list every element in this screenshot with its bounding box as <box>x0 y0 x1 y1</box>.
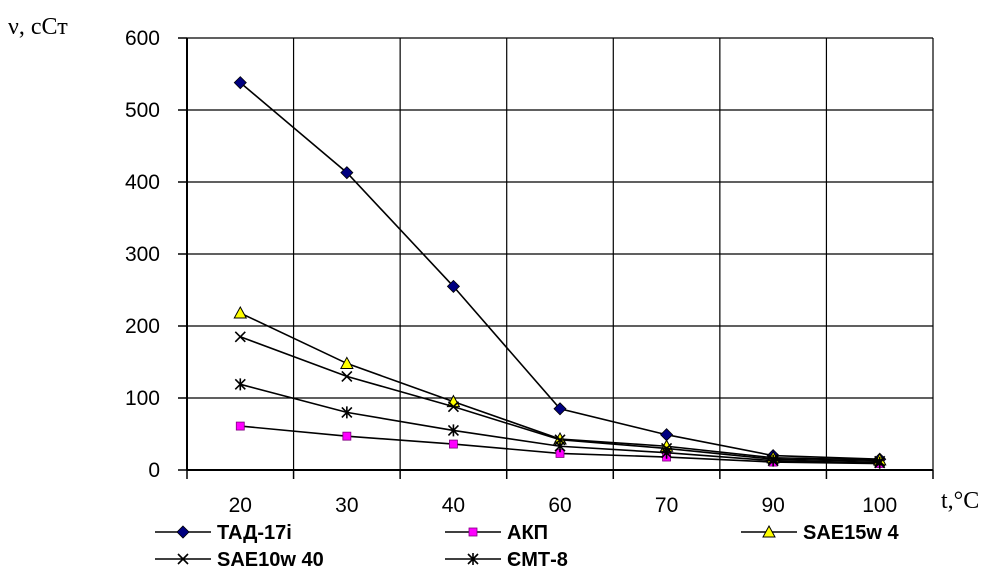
legend-label: ТАД-17і <box>217 522 292 544</box>
y-tick-labels: 0 100 200 300 400 500 600 <box>125 27 160 482</box>
data-point <box>234 378 246 391</box>
data-point <box>233 305 248 319</box>
data-point <box>340 356 354 369</box>
x-tick-label: 30 <box>335 494 358 517</box>
legend: ТАД-17і АКП SAE15w 4 SAE10w 40 ЄМТ-8 <box>155 522 899 571</box>
data-point <box>341 370 353 382</box>
data-point <box>554 440 566 453</box>
data-point <box>661 446 673 459</box>
x-tick-label: 100 <box>862 494 897 517</box>
data-point <box>234 331 246 343</box>
y-tick-label: 600 <box>125 27 160 50</box>
x-tick-label: 60 <box>548 494 571 517</box>
data-point <box>233 76 247 90</box>
legend-marker <box>762 524 776 538</box>
legend-marker <box>177 553 189 565</box>
x-tick-label: 20 <box>229 494 252 517</box>
x-tick-labels: 20 30 40 60 70 90 100 <box>229 494 898 517</box>
y-tick-label: 500 <box>125 99 160 122</box>
y-tick-label: 100 <box>125 387 160 410</box>
data-point <box>553 402 567 416</box>
data-point <box>446 279 460 293</box>
legend-label: SAE15w 4 <box>803 522 899 544</box>
y-axis-title: ν, сСт <box>8 14 68 40</box>
grid <box>187 37 934 470</box>
data-point <box>874 456 886 469</box>
y-tick-label: 300 <box>125 243 160 266</box>
data-point <box>447 401 459 413</box>
legend-marker <box>176 525 190 539</box>
y-tick-label: 400 <box>125 171 160 194</box>
data-point <box>767 454 779 467</box>
legend-marker <box>468 527 478 537</box>
x-tick-label: 90 <box>761 494 784 517</box>
data-point <box>340 166 354 180</box>
x-tick-label: 70 <box>655 494 678 517</box>
legend-label: АКП <box>507 522 548 544</box>
data-point <box>660 428 674 442</box>
legend-marker <box>467 553 479 565</box>
y-tick-label: 200 <box>125 315 160 338</box>
axes <box>178 37 934 479</box>
data-point <box>342 431 352 441</box>
legend-label: SAE10w 40 <box>217 549 324 571</box>
y-tick-label: 0 <box>148 459 160 482</box>
x-tick-label: 40 <box>442 494 465 517</box>
legend-label: ЄМТ-8 <box>507 549 568 571</box>
data-point <box>449 439 458 449</box>
data-point <box>447 424 459 437</box>
series-group <box>233 76 887 469</box>
data-point <box>341 406 353 419</box>
x-axis-title: t,°C <box>941 488 979 514</box>
data-point <box>235 421 245 431</box>
